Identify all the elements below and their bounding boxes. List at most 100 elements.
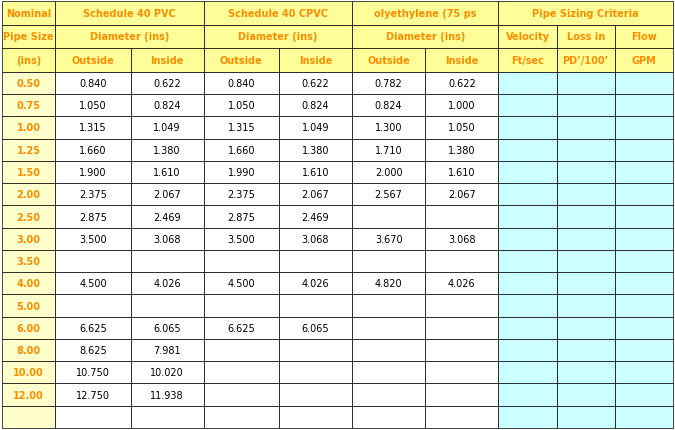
Bar xyxy=(557,339,615,361)
Bar xyxy=(279,49,352,73)
Text: 1.380: 1.380 xyxy=(448,145,476,155)
Text: Inside: Inside xyxy=(299,56,332,66)
Text: 2.875: 2.875 xyxy=(227,212,255,222)
Bar xyxy=(615,73,673,95)
Bar xyxy=(55,25,204,49)
Text: Inside: Inside xyxy=(151,56,184,66)
Bar xyxy=(425,384,498,406)
Bar xyxy=(352,2,498,25)
Bar xyxy=(279,206,352,228)
Bar xyxy=(352,361,425,384)
Bar xyxy=(2,250,55,273)
Bar xyxy=(2,406,55,428)
Text: Diameter (ins): Diameter (ins) xyxy=(90,32,169,42)
Bar xyxy=(425,273,498,295)
Bar xyxy=(352,317,425,339)
Bar xyxy=(498,25,557,49)
Bar xyxy=(130,117,204,139)
Text: 1.050: 1.050 xyxy=(448,123,476,133)
Bar xyxy=(2,162,55,184)
Bar xyxy=(130,250,204,273)
Bar xyxy=(498,95,557,117)
Bar xyxy=(204,406,279,428)
Bar xyxy=(498,117,557,139)
Text: 12.750: 12.750 xyxy=(76,390,110,399)
Text: 4.026: 4.026 xyxy=(302,279,329,289)
Text: Pipe Size: Pipe Size xyxy=(3,32,54,42)
Text: 1.050: 1.050 xyxy=(79,101,107,111)
Bar xyxy=(2,73,55,95)
Text: 2.567: 2.567 xyxy=(375,190,402,200)
Bar xyxy=(352,117,425,139)
Bar xyxy=(498,361,557,384)
Bar xyxy=(498,317,557,339)
Bar xyxy=(55,162,130,184)
Bar xyxy=(130,295,204,317)
Text: 1.049: 1.049 xyxy=(302,123,329,133)
Bar xyxy=(55,184,130,206)
Bar xyxy=(498,139,557,162)
Bar xyxy=(615,25,673,49)
Text: 3.500: 3.500 xyxy=(79,234,107,244)
Bar xyxy=(279,317,352,339)
Bar xyxy=(425,184,498,206)
Bar xyxy=(130,317,204,339)
Text: 2.469: 2.469 xyxy=(153,212,181,222)
Bar xyxy=(204,2,352,25)
Text: 1.660: 1.660 xyxy=(227,145,255,155)
Text: Pipe Sizing Criteria: Pipe Sizing Criteria xyxy=(533,9,639,19)
Bar xyxy=(55,117,130,139)
Bar xyxy=(352,295,425,317)
Bar xyxy=(498,206,557,228)
Bar xyxy=(2,95,55,117)
Bar xyxy=(352,206,425,228)
Bar xyxy=(425,117,498,139)
Bar xyxy=(557,295,615,317)
Bar xyxy=(2,228,55,250)
Bar xyxy=(55,406,130,428)
Text: 0.782: 0.782 xyxy=(375,79,402,89)
Text: 2.000: 2.000 xyxy=(375,168,402,178)
Text: 3.500: 3.500 xyxy=(227,234,255,244)
Bar xyxy=(352,162,425,184)
Bar xyxy=(204,250,279,273)
Bar xyxy=(2,295,55,317)
Bar xyxy=(204,49,279,73)
Bar xyxy=(55,73,130,95)
Text: 6.065: 6.065 xyxy=(153,323,181,333)
Text: 6.625: 6.625 xyxy=(79,323,107,333)
Text: 1.000: 1.000 xyxy=(448,101,476,111)
Text: 1.990: 1.990 xyxy=(227,168,255,178)
Text: 0.840: 0.840 xyxy=(79,79,107,89)
Bar xyxy=(615,273,673,295)
Text: 1.300: 1.300 xyxy=(375,123,402,133)
Bar xyxy=(498,49,557,73)
Bar xyxy=(615,317,673,339)
Bar xyxy=(498,406,557,428)
Bar xyxy=(352,384,425,406)
Bar xyxy=(498,273,557,295)
Bar xyxy=(279,361,352,384)
Bar xyxy=(2,206,55,228)
Bar xyxy=(279,117,352,139)
Bar xyxy=(352,95,425,117)
Bar xyxy=(498,162,557,184)
Bar xyxy=(55,206,130,228)
Text: 2.375: 2.375 xyxy=(227,190,255,200)
Text: 4.026: 4.026 xyxy=(448,279,476,289)
Text: 1.380: 1.380 xyxy=(153,145,181,155)
Text: olyethylene (75 ps: olyethylene (75 ps xyxy=(374,9,477,19)
Text: Diameter (ins): Diameter (ins) xyxy=(385,32,465,42)
Bar xyxy=(279,406,352,428)
Bar xyxy=(615,250,673,273)
Bar xyxy=(352,139,425,162)
Text: 3.068: 3.068 xyxy=(302,234,329,244)
Bar xyxy=(204,228,279,250)
Bar xyxy=(425,139,498,162)
Bar xyxy=(204,361,279,384)
Bar xyxy=(130,406,204,428)
Bar xyxy=(352,49,425,73)
Bar xyxy=(130,139,204,162)
Text: Schedule 40 CPVC: Schedule 40 CPVC xyxy=(228,9,328,19)
Bar xyxy=(2,25,55,49)
